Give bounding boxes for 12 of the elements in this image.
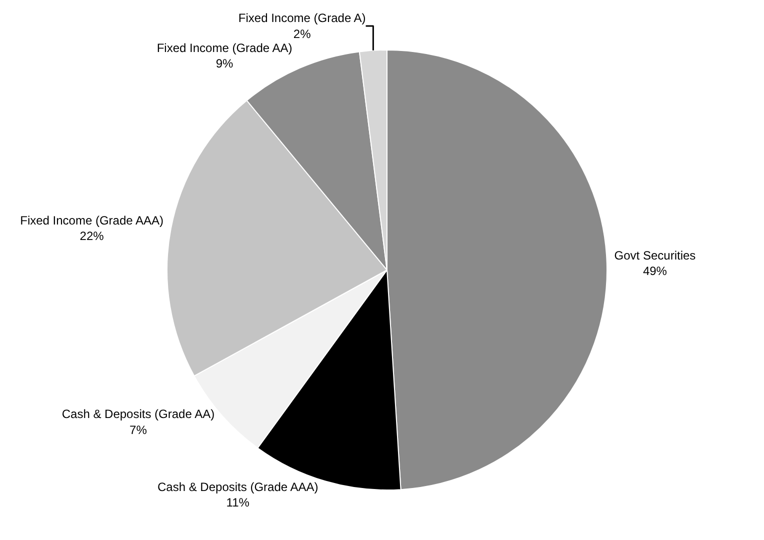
data-label: 49% (642, 264, 668, 278)
slice-label: Fixed Income (Grade AAA) (20, 213, 164, 228)
data-label: 9% (216, 56, 234, 70)
slice-label: Cash & Deposits (Grade AA) (62, 407, 215, 422)
data-label: 11% (226, 496, 250, 510)
data-label: 7% (130, 422, 148, 437)
data-label: 22% (80, 229, 104, 244)
slice-label: Cash & Deposits (Grade AAA) (157, 480, 318, 494)
slice-label: Fixed Income (Grade AA) (156, 40, 292, 55)
slice-label: Govt Securities (614, 248, 696, 262)
slice-label: Fixed Income (Grade A) (238, 11, 366, 26)
data-label: 2% (293, 26, 312, 41)
